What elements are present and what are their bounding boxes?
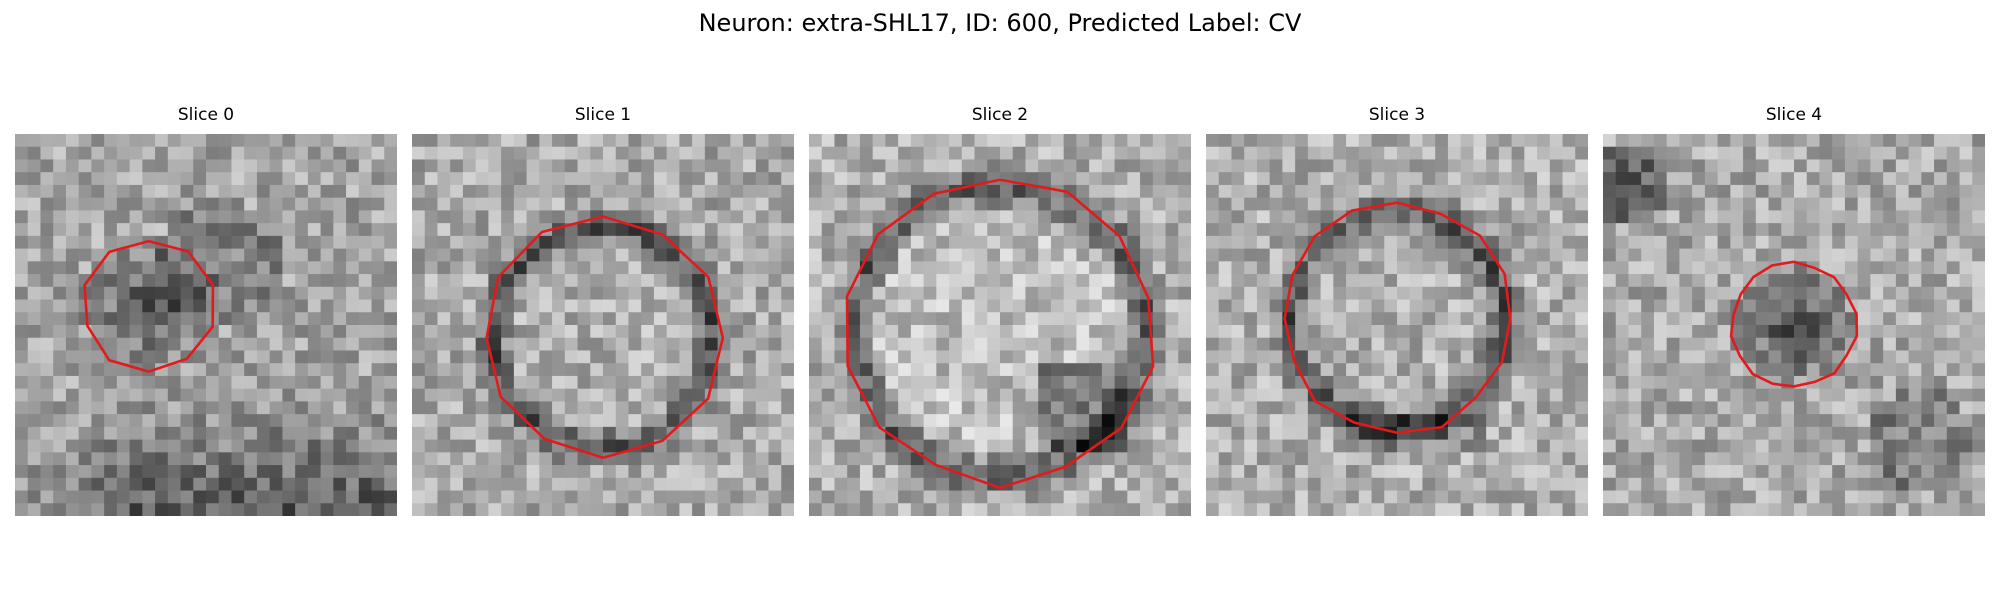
slice-title: Slice 3 <box>1368 105 1426 125</box>
slice-panel-3: Slice 3 <box>1206 104 1588 516</box>
microscopy-image-slice-3 <box>1206 134 1588 516</box>
slice-panel-0: Slice 0 <box>15 104 397 516</box>
segmentation-contour <box>83 239 215 373</box>
figure-title: Neuron: extra-SHL17, ID: 600, Predicted … <box>698 9 1302 37</box>
slice-panel-2: Slice 2 <box>809 104 1191 516</box>
slice-title: Slice 1 <box>574 105 632 125</box>
segmentation-contour <box>1283 201 1512 435</box>
slice-title: Slice 4 <box>1765 105 1823 125</box>
microscopy-image-slice-4 <box>1603 134 1985 516</box>
slice-title: Slice 2 <box>971 105 1029 125</box>
segmentation-contour <box>485 215 725 460</box>
slice-panel-1: Slice 1 <box>412 104 794 516</box>
microscopy-image-slice-0 <box>15 134 397 516</box>
segmentation-contour <box>845 178 1155 490</box>
segmentation-contour <box>1729 260 1859 388</box>
microscopy-image-slice-1 <box>412 134 794 516</box>
microscopy-image-slice-2 <box>809 134 1191 516</box>
slice-panel-4: Slice 4 <box>1603 104 1985 516</box>
slice-title: Slice 0 <box>177 105 235 125</box>
